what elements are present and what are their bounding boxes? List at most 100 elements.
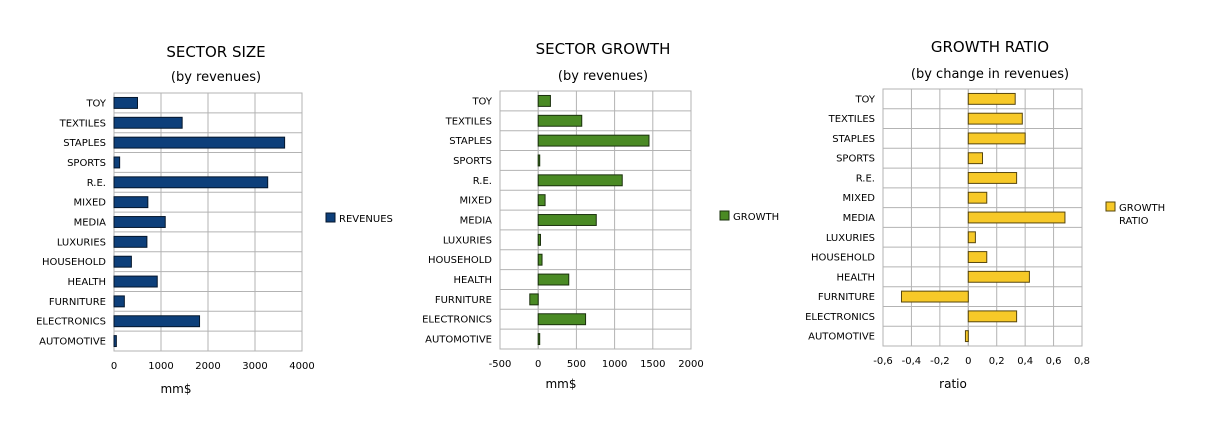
bar [113,255,132,268]
bar [537,233,541,246]
legend-label: GROWTH RATIO [1119,203,1165,227]
x-tick-label: -0,6 [873,356,893,367]
category-label: MEDIA [74,218,107,229]
bar [537,114,583,127]
chart-3: GROWTH RATIO(by change in revenues)-0,6-… [805,38,1165,391]
x-tick-label: 3000 [242,361,267,372]
legend-label-line: REVENUES [339,214,393,225]
bar [967,132,1026,145]
category-label: HEALTH [453,275,492,286]
category-label: MEDIA [460,216,493,227]
category-label: AUTOMOTIVE [425,335,492,346]
x-tick-label: 0,6 [1046,356,1062,367]
x-axis-label: mm$ [160,382,191,396]
x-tick-label: 1000 [148,361,173,372]
category-label: TEXTILES [59,118,106,129]
x-tick-label: 0 [111,361,117,372]
bar [967,152,983,165]
legend-swatch [1105,201,1116,212]
chart-title: SECTOR GROWTH [536,40,671,58]
chart-title: SECTOR SIZE [166,43,265,61]
category-label: FURNITURE [435,295,492,306]
category-label: LUXURIES [826,233,875,244]
category-label: SPORTS [836,154,875,165]
x-tick-label: -0,4 [902,356,922,367]
bar [967,211,1066,224]
x-tick-label: 4000 [289,361,314,372]
category-label: TOY [854,94,875,105]
bar [113,335,117,348]
bar [967,231,976,244]
x-tick-label: 0,8 [1074,356,1090,367]
bar [964,330,969,343]
chart-subtitle: (by revenues) [558,69,648,84]
category-label: R.E. [856,173,875,184]
x-tick-label: -0,2 [930,356,950,367]
x-tick-label: -500 [489,359,512,370]
bar [967,92,1016,105]
bar [967,191,988,204]
chart-subtitle: (by change in revenues) [911,67,1069,82]
legend-label: GROWTH [733,212,779,223]
category-label: MEDIA [843,213,876,224]
bar [537,134,650,147]
legend-swatch [325,212,336,223]
category-label: ELECTRONICS [422,315,492,326]
bar [113,116,183,129]
bar [113,96,138,109]
bar [113,275,158,288]
bar [537,253,543,266]
x-tick-label: 1500 [640,359,665,370]
bar [113,136,286,149]
bar [900,290,969,303]
category-label: LUXURIES [443,235,492,246]
bar [113,315,201,328]
bar [113,196,149,209]
legend-label-line: GROWTH [733,212,779,223]
x-axis-label: ratio [939,377,967,391]
category-label: AUTOMOTIVE [808,332,875,343]
category-label: HEALTH [836,272,875,283]
bar [113,235,148,248]
category-label: R.E. [473,176,492,187]
bar [537,214,597,226]
category-label: MIXED [843,193,876,204]
bar [967,310,1018,323]
bar [967,270,1030,283]
bar [537,154,541,167]
legend-swatch [719,210,730,221]
category-label: HOUSEHOLD [428,255,492,266]
bar [537,174,623,187]
x-axis-label: mm$ [545,377,576,391]
x-tick-label: 2000 [678,359,703,370]
x-tick-label: 0,2 [989,356,1005,367]
category-label: TOY [471,96,492,107]
category-label: MIXED [460,196,493,207]
bar [967,172,1018,184]
x-tick-label: 0 [535,359,541,370]
chart-1: SECTOR SIZE (by revenues) 0 1000 2000 3000 400… [36,43,393,396]
x-tick-label: 2000 [195,361,220,372]
category-label: ELECTRONICS [805,312,875,323]
chart-title: GROWTH RATIO [931,38,1049,56]
category-label: STAPLES [63,138,106,149]
bar [967,112,1023,125]
bar [537,273,570,286]
legend-label: REVENUES [339,214,393,225]
category-label: TOY [85,98,106,109]
category-label: FURNITURE [818,292,875,303]
category-label: R.E. [87,178,106,189]
chart-2: SECTOR GROWTH (by revenues) -500 0 500 1000 15… [422,40,779,391]
category-label: SPORTS [453,156,492,167]
bar [113,176,269,189]
bar [113,295,125,308]
bar [529,293,539,306]
bar [113,156,121,169]
category-label: HEALTH [67,277,106,288]
legend-label-line: RATIO [1119,216,1149,227]
x-tick-label: 0,4 [1017,356,1033,367]
category-label: SPORTS [67,158,106,169]
bar [537,333,541,346]
x-tick-label: 1000 [602,359,627,370]
bar [537,94,551,107]
